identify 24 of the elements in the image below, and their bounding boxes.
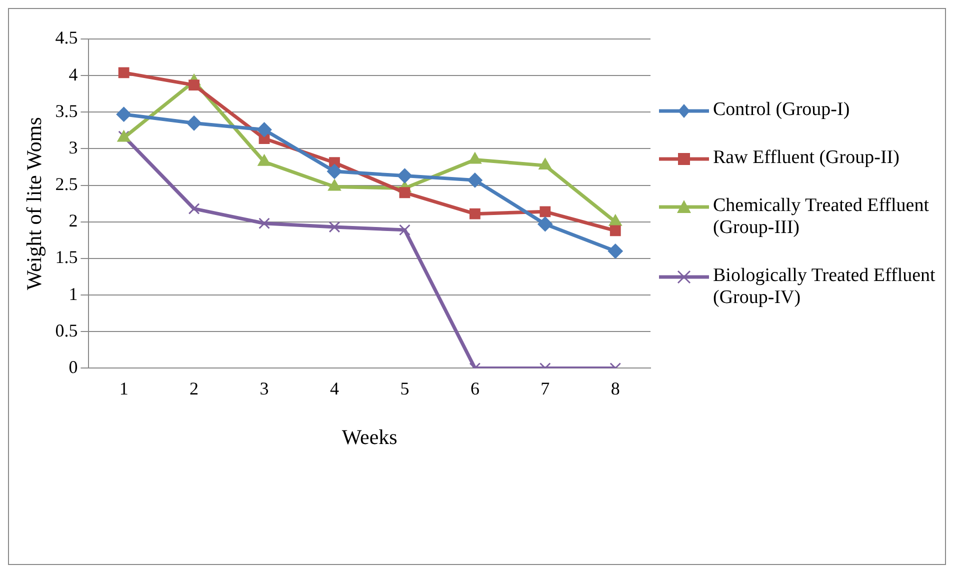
x-tick-label: 8 — [610, 378, 620, 399]
y-tick-label: 3.5 — [55, 100, 78, 121]
x-tick-label: 6 — [470, 378, 480, 399]
x-tick-label: 1 — [119, 378, 128, 399]
x-tick-label: 5 — [400, 378, 410, 399]
x-tick-label: 7 — [540, 378, 550, 399]
x-tick-label: 4 — [330, 378, 339, 399]
y-tick-label: 0.5 — [55, 320, 78, 340]
legend-label: Chemically Treated Effluent (Group-III) — [713, 195, 930, 239]
y-tick-label: 0 — [68, 356, 78, 377]
legend-label: Biologically Treated Effluent (Group-IV) — [713, 265, 936, 309]
y-tick-label: 1 — [68, 284, 78, 304]
legend-label: Control (Group-I) — [713, 99, 850, 121]
y-tick-label: 3 — [68, 137, 78, 158]
x-tick-label: 3 — [260, 378, 269, 399]
y-tick-label: 4.5 — [55, 28, 78, 48]
legend-label: Raw Effluent (Group-II) — [713, 147, 900, 169]
y-tick-label: 4 — [68, 64, 78, 84]
x-axis-title: Weeks — [342, 424, 398, 449]
y-tick-label: 1.5 — [55, 247, 78, 268]
x-tick-label: 2 — [190, 378, 199, 399]
y-tick-label: 2.5 — [55, 174, 78, 194]
y-axis-title: Weight of lite Woms — [22, 117, 46, 290]
y-tick-label: 2 — [68, 210, 78, 231]
